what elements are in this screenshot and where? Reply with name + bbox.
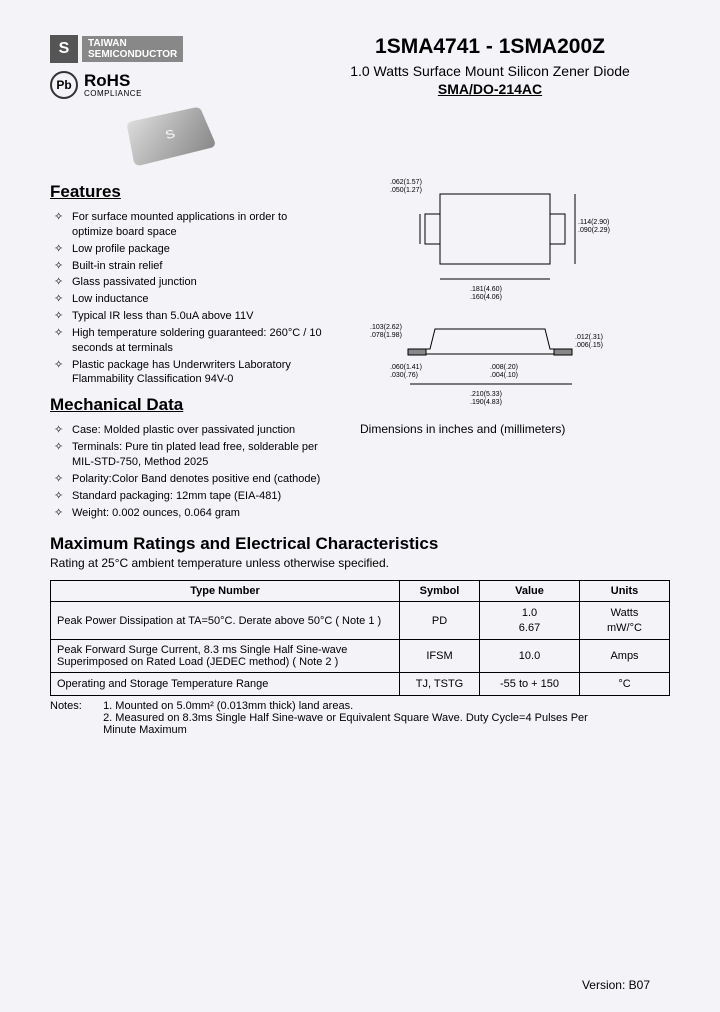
cell-units: °C: [580, 672, 670, 695]
header: S TAIWAN SEMICONDUCTOR Pb RoHS COMPLIANC…: [50, 35, 670, 99]
package-name: SMA/DO-214AC: [310, 81, 670, 97]
notes-label: Notes:: [50, 700, 100, 712]
subtitle: 1.0 Watts Surface Mount Silicon Zener Di…: [310, 63, 670, 79]
ts-logo-icon: S: [50, 35, 78, 63]
feature-item: Built-in strain relief: [54, 259, 330, 274]
cell-symbol: IFSM: [400, 639, 480, 672]
feature-item: For surface mounted applications in orde…: [54, 210, 330, 240]
columns: Features For surface mounted application…: [50, 174, 670, 522]
feature-item: Low inductance: [54, 292, 330, 307]
cell-value: -55 to + 150: [480, 672, 580, 695]
svg-text:.062(1.57): .062(1.57): [390, 179, 422, 186]
dimension-note: Dimensions in inches and (millimeters): [360, 422, 640, 436]
svg-text:.008(.20): .008(.20): [490, 364, 518, 371]
cell-value: 10.0: [480, 639, 580, 672]
svg-text:.050(1.27): .050(1.27): [390, 187, 422, 194]
mechanical-heading: Mechanical Data: [50, 395, 330, 415]
th-value: Value: [480, 581, 580, 602]
svg-text:.060(1.41): .060(1.41): [390, 364, 422, 371]
mechanical-list: Case: Molded plastic over passivated jun…: [50, 423, 330, 520]
rohs-text-block: RoHS COMPLIANCE: [84, 72, 142, 98]
header-right: 1SMA4741 - 1SMA200Z 1.0 Watts Surface Mo…: [310, 35, 670, 99]
mechanical-item: Terminals: Pure tin plated lead free, so…: [54, 440, 330, 470]
svg-text:.114(2.90): .114(2.90): [578, 219, 609, 226]
feature-item: Low profile package: [54, 242, 330, 257]
ratings-table: Type Number Symbol Value Units Peak Powe…: [50, 580, 670, 696]
table-row: Peak Forward Surge Current, 8.3 ms Singl…: [51, 639, 670, 672]
feature-item: Plastic package has Underwriters Laborat…: [54, 358, 330, 388]
svg-text:.004(.10): .004(.10): [490, 372, 518, 379]
th-units: Units: [580, 581, 670, 602]
mechanical-item: Polarity:Color Band denotes positive end…: [54, 472, 330, 487]
rohs-block: Pb RoHS COMPLIANCE: [50, 71, 250, 99]
feature-item: Typical IR less than 5.0uA above 11V: [54, 309, 330, 324]
svg-text:.210(5.33): .210(5.33): [470, 391, 502, 398]
brand-line1: TAIWAN: [88, 38, 177, 49]
mechanical-item: Case: Molded plastic over passivated jun…: [54, 423, 330, 438]
svg-text:.103(2.62): .103(2.62): [370, 324, 402, 331]
th-type: Type Number: [51, 581, 400, 602]
pb-icon: Pb: [50, 71, 78, 99]
svg-text:.181(4.60): .181(4.60): [470, 286, 502, 293]
svg-text:.012(.31): .012(.31): [575, 334, 603, 341]
brand-line2: SEMICONDUCTOR: [88, 49, 177, 60]
ratings-heading: Maximum Ratings and Electrical Character…: [50, 534, 670, 554]
rohs-sub: COMPLIANCE: [84, 89, 142, 98]
header-left: S TAIWAN SEMICONDUCTOR Pb RoHS COMPLIANC…: [50, 35, 250, 99]
company-logo: S TAIWAN SEMICONDUCTOR: [50, 35, 250, 63]
svg-text:.160(4.06): .160(4.06): [470, 294, 502, 301]
cell-type: Peak Forward Surge Current, 8.3 ms Singl…: [51, 639, 400, 672]
datasheet-page: S TAIWAN SEMICONDUCTOR Pb RoHS COMPLIANC…: [0, 0, 720, 1012]
cell-units: WattsmW/°C: [580, 602, 670, 640]
rohs-title: RoHS: [84, 72, 142, 89]
notes-body: 1. Mounted on 5.0mm² (0.013mm thick) lan…: [103, 700, 643, 736]
left-column: Features For surface mounted application…: [50, 174, 330, 522]
package-outline-icon: .062(1.57) .050(1.27) .114(2.90) .090(2.…: [360, 174, 620, 414]
right-column: .062(1.57) .050(1.27) .114(2.90) .090(2.…: [360, 174, 640, 522]
cell-type: Peak Power Dissipation at TA=50°C. Derat…: [51, 602, 400, 640]
feature-item: High temperature soldering guaranteed: 2…: [54, 326, 330, 356]
ts-brand: TAIWAN SEMICONDUCTOR: [82, 36, 183, 62]
th-symbol: Symbol: [400, 581, 480, 602]
chip-icon: S: [126, 106, 216, 166]
svg-text:.090(2.29): .090(2.29): [578, 227, 610, 234]
svg-text:.006(.15): .006(.15): [575, 342, 603, 349]
svg-text:.190(4.83): .190(4.83): [470, 399, 502, 406]
notes-block: Notes: 1. Mounted on 5.0mm² (0.013mm thi…: [50, 700, 670, 736]
feature-item: Glass passivated junction: [54, 275, 330, 290]
cell-type: Operating and Storage Temperature Range: [51, 672, 400, 695]
table-header-row: Type Number Symbol Value Units: [51, 581, 670, 602]
cell-units: Amps: [580, 639, 670, 672]
dimension-drawing: .062(1.57) .050(1.27) .114(2.90) .090(2.…: [360, 174, 620, 414]
features-heading: Features: [50, 182, 330, 202]
version-label: Version: B07: [582, 978, 650, 992]
part-number: 1SMA4741 - 1SMA200Z: [310, 35, 670, 59]
mechanical-item: Weight: 0.002 ounces, 0.064 gram: [54, 506, 330, 521]
svg-text:.030(.76): .030(.76): [390, 372, 418, 379]
chip-image: S: [130, 109, 670, 159]
cell-value: 1.06.67: [480, 602, 580, 640]
ratings-subtitle: Rating at 25°C ambient temperature unles…: [50, 556, 670, 570]
table-row: Operating and Storage Temperature RangeT…: [51, 672, 670, 695]
mechanical-item: Standard packaging: 12mm tape (EIA-481): [54, 489, 330, 504]
features-list: For surface mounted applications in orde…: [50, 210, 330, 387]
table-row: Peak Power Dissipation at TA=50°C. Derat…: [51, 602, 670, 640]
svg-text:.078(1.98): .078(1.98): [370, 332, 402, 339]
cell-symbol: TJ, TSTG: [400, 672, 480, 695]
cell-symbol: PD: [400, 602, 480, 640]
